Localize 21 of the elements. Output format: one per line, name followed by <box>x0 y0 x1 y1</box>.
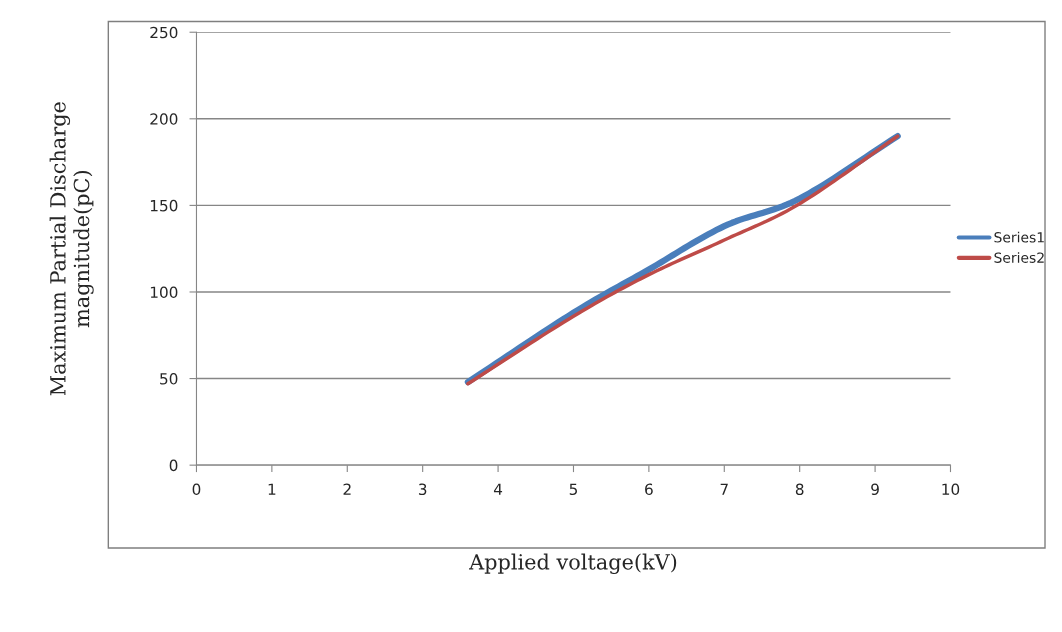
x-tick-label: 4 <box>493 483 503 495</box>
y-axis-title: Maximum Partial Discharge magnitude(pC) <box>49 102 94 396</box>
x-tick-label: 2 <box>343 483 351 495</box>
y-tick-label: 0 <box>169 459 178 472</box>
x-tick-label: 10 <box>942 483 960 496</box>
legend-label: Series2 <box>994 252 1044 263</box>
y-tick-label: 150 <box>150 199 178 212</box>
y-tick-label: 250 <box>150 26 178 39</box>
legend-label: Series1 <box>994 231 1044 243</box>
x-tick-label: 3 <box>418 483 427 496</box>
x-tick-label: 6 <box>645 483 653 496</box>
x-axis-title: Applied voltage(kV) <box>469 553 677 575</box>
x-tick-label: 9 <box>871 483 879 496</box>
x-tick-label: 0 <box>192 483 201 496</box>
x-tick-label: 7 <box>720 483 728 495</box>
y-tick-label: 50 <box>160 373 178 385</box>
x-tick-label: 8 <box>795 483 804 496</box>
y-tick-label: 100 <box>150 286 178 299</box>
y-tick-label: 200 <box>150 113 178 125</box>
x-tick-label: 5 <box>569 483 578 496</box>
x-tick-label: 1 <box>268 483 276 495</box>
